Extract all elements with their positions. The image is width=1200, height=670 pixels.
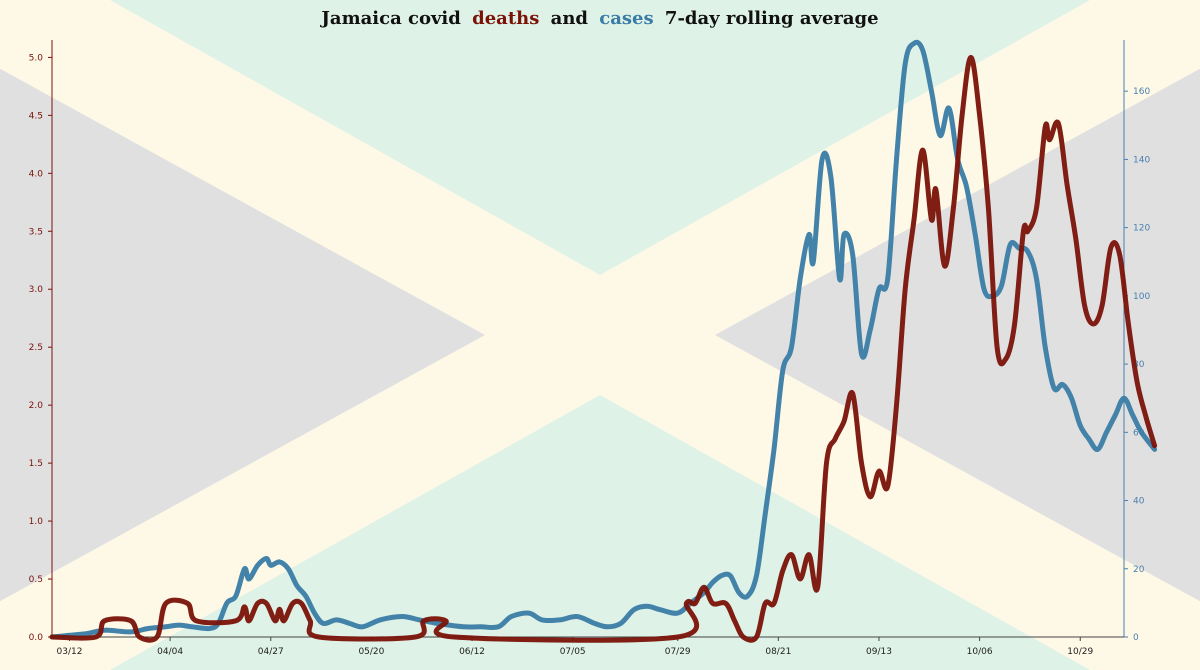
right-axis-tick-label: 0 xyxy=(1133,633,1139,643)
right-axis-tick-label: 120 xyxy=(1133,224,1150,234)
right-axis-tick-label: 140 xyxy=(1133,155,1150,165)
left-axis-tick-label: 3.0 xyxy=(29,285,44,295)
flag-green-top xyxy=(110,0,1090,275)
title-prefix: Jamaica covid xyxy=(319,8,461,29)
x-axis-tick-label: 04/27 xyxy=(258,647,284,657)
cases-series-line xyxy=(49,39,1158,640)
right-axis-tick-label: 100 xyxy=(1133,292,1150,302)
x-axis-tick-label: 10/06 xyxy=(967,647,993,657)
left-axis-tick-label: 0.0 xyxy=(29,633,44,643)
title-and-word: and xyxy=(551,8,589,29)
flag-green-bottom xyxy=(110,395,1090,670)
flag-black-right xyxy=(715,68,1200,602)
left-axis-tick-label: 5.0 xyxy=(29,53,44,63)
axes-group: 0.0 0.5 1.0 1.5 2.0 2.5 3.0 3.5 4.0 4.5 5.0 0 20 40 60… xyxy=(29,40,1150,657)
chart-title: Jamaica covid deaths and cases 7-day rol… xyxy=(319,8,878,29)
x-axis-tick-label: 07/29 xyxy=(665,647,691,657)
title-cases-word: cases xyxy=(599,8,653,29)
x-axis-tick-label: 09/13 xyxy=(866,647,892,657)
right-axis-tick-label: 60 xyxy=(1133,428,1145,438)
left-axis-tick-label: 1.5 xyxy=(29,459,43,469)
left-axis-tick-label: 1.0 xyxy=(29,517,44,527)
left-axis-tick-label: 0.5 xyxy=(29,575,43,585)
flag-black-left xyxy=(0,68,485,602)
title-suffix: 7-day rolling average xyxy=(665,8,879,29)
x-axis-tick-label: 03/12 xyxy=(57,647,83,657)
x-axis-tick-label: 07/05 xyxy=(560,647,586,657)
left-axis-tick-label: 2.0 xyxy=(29,401,44,411)
deaths-series-line xyxy=(49,54,1158,643)
right-axis-tick-label: 40 xyxy=(1133,497,1145,507)
left-axis-tick-label: 4.5 xyxy=(29,111,43,121)
series-layer xyxy=(49,39,1158,643)
x-axis-tick-label: 08/21 xyxy=(765,647,791,657)
left-axis-tick-label: 4.0 xyxy=(29,169,44,179)
right-axis-tick-label: 160 xyxy=(1133,87,1150,97)
left-axis-tick-label: 3.5 xyxy=(29,227,43,237)
title-deaths-word: deaths xyxy=(472,8,539,29)
right-axis-tick-label: 20 xyxy=(1133,565,1145,575)
left-axis-tick-label: 2.5 xyxy=(29,343,43,353)
x-axis-tick-label: 05/20 xyxy=(358,647,384,657)
right-axis-tick-label: 80 xyxy=(1133,360,1145,370)
x-axis-tick-label: 06/12 xyxy=(459,647,485,657)
x-axis-tick-label: 10/29 xyxy=(1067,647,1093,657)
x-axis-tick-label: 04/04 xyxy=(157,647,183,657)
